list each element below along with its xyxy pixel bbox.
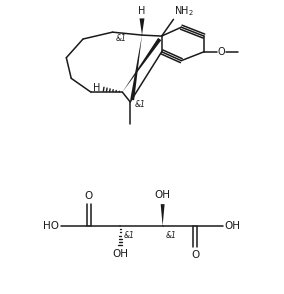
Polygon shape [130, 35, 142, 100]
Text: OH: OH [112, 249, 128, 259]
Text: &1: &1 [135, 100, 146, 109]
Text: &1: &1 [115, 34, 126, 43]
Text: O: O [218, 47, 225, 57]
Text: O: O [85, 191, 93, 201]
Text: HO: HO [43, 221, 59, 231]
Polygon shape [139, 19, 145, 35]
Text: OH: OH [225, 221, 241, 231]
Text: &1: &1 [123, 231, 134, 240]
Text: H: H [93, 83, 101, 93]
Text: O: O [191, 250, 199, 260]
Polygon shape [161, 204, 165, 226]
Polygon shape [122, 38, 161, 92]
Text: NH$_2$: NH$_2$ [174, 5, 194, 19]
Text: H: H [138, 6, 146, 16]
Text: OH: OH [155, 190, 171, 200]
Text: &1: &1 [166, 231, 176, 240]
